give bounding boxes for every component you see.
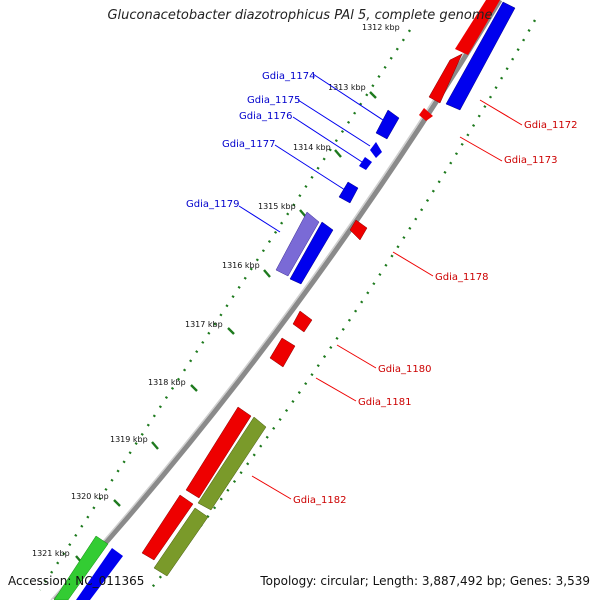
gene-gdia-1176-feature xyxy=(359,157,372,170)
label-gdia-1172: Gdia_1172 xyxy=(524,120,577,131)
genome-backbone-highlight xyxy=(50,0,497,600)
label-gdia-1180: Gdia_1180 xyxy=(378,364,431,375)
gene-gdia-1178-feature-a xyxy=(419,108,433,121)
label-leader xyxy=(479,99,523,126)
tick-mark xyxy=(113,499,121,507)
label-leader xyxy=(315,377,357,402)
label-gdia-1175: Gdia_1175 xyxy=(247,95,300,106)
tick-label: 1318 kbp xyxy=(148,378,186,387)
label-gdia-1182: Gdia_1182 xyxy=(293,495,346,506)
gene-gdia-1177-feature xyxy=(338,181,359,204)
label-gdia-1178: Gdia_1178 xyxy=(435,272,488,283)
tick-label: 1321 kbp xyxy=(32,549,70,558)
label-leader xyxy=(392,251,434,277)
gene-gdia-1172-feature xyxy=(455,0,500,55)
tick-mark xyxy=(263,269,271,278)
reverse-labels: Gdia_1172 Gdia_1173 Gdia_1178 Gdia_1180 … xyxy=(251,99,577,506)
gene-gdia-1171-feature xyxy=(445,1,516,111)
gene-gdia-1173-feature xyxy=(428,53,463,104)
label-gdia-1179: Gdia_1179 xyxy=(186,199,239,210)
gene-gdia-1181-feature xyxy=(269,337,296,368)
gene-gdia-1179-feature xyxy=(275,211,320,277)
label-leader xyxy=(274,144,346,191)
gene-gdia-1180-feature xyxy=(292,310,313,333)
label-leader xyxy=(459,136,503,162)
tick-marks xyxy=(75,91,377,564)
gene-gdia-1182-feature-red xyxy=(185,406,252,499)
tick-mark xyxy=(227,327,235,335)
gene-gdia-1182-feature xyxy=(197,416,267,511)
map-title: Gluconacetobacter diazotrophicus PAl 5, … xyxy=(107,8,493,23)
label-gdia-1177: Gdia_1177 xyxy=(222,139,275,150)
label-leader xyxy=(238,205,281,233)
tick-label: 1315 kbp xyxy=(258,202,296,211)
label-leader xyxy=(312,73,387,123)
tick-label: 1320 kbp xyxy=(71,492,109,501)
gene-olive-feature-bottom xyxy=(153,507,209,577)
tick-label: 1313 kbp xyxy=(328,83,366,92)
scale-line-outer xyxy=(38,29,411,591)
scale-line-inner xyxy=(149,19,537,591)
tick-mark xyxy=(190,384,198,392)
label-gdia-1173: Gdia_1173 xyxy=(504,155,557,166)
accession-text: Accession: NC_011365 xyxy=(8,574,145,588)
tick-label: 1312 kbp xyxy=(362,23,400,32)
gene-green-feature xyxy=(53,535,109,600)
tick-mark xyxy=(369,91,377,99)
reverse-features xyxy=(141,0,500,577)
tick-label: 1317 kbp xyxy=(185,320,223,329)
label-leader xyxy=(251,475,292,500)
gene-gdia-1178-feature xyxy=(349,219,368,241)
tick-label: 1314 kbp xyxy=(293,143,331,152)
label-leader xyxy=(297,99,371,147)
forward-features xyxy=(53,1,516,600)
tick-mark xyxy=(334,149,342,158)
topology-text: Topology: circular; Length: 3,887,492 bp… xyxy=(260,574,590,588)
gene-blue-feature xyxy=(289,221,334,285)
label-gdia-1181: Gdia_1181 xyxy=(358,397,411,408)
label-gdia-1174: Gdia_1174 xyxy=(262,71,315,82)
tick-label: 1316 kbp xyxy=(222,261,260,270)
label-leader xyxy=(292,116,363,163)
label-leader xyxy=(336,344,377,369)
tick-label: 1319 kbp xyxy=(110,435,148,444)
tick-mark xyxy=(151,441,159,450)
gene-blue-feature-bottom xyxy=(76,548,123,600)
gene-red-feature-bottom xyxy=(141,494,194,561)
gene-gdia-1175-feature xyxy=(370,142,382,158)
gene-gdia-1174-feature xyxy=(375,109,400,140)
label-gdia-1176: Gdia_1176 xyxy=(239,111,292,122)
forward-labels: Gdia_1174 Gdia_1175 Gdia_1176 Gdia_1177 … xyxy=(186,71,387,233)
